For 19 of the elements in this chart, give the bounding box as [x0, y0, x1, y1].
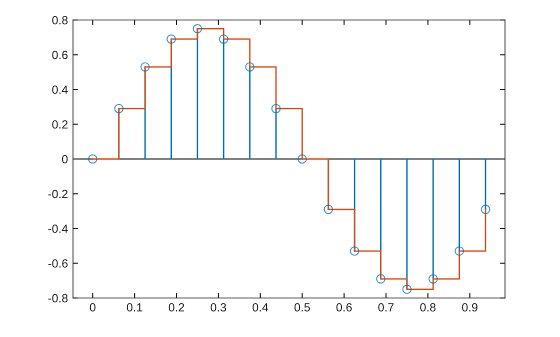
y-tick-label: 0: [62, 155, 68, 164]
y-tick-label: -0.2: [48, 190, 68, 198]
y-tick-label: 0.8: [52, 16, 68, 24]
y-tick-label: 0.2: [52, 120, 68, 129]
x-tick-label: 0.6: [336, 303, 352, 312]
x-tick-label: 0: [90, 303, 96, 312]
x-tick-label: 0.7: [378, 303, 394, 312]
x-tick-label: 0.4: [252, 303, 268, 312]
y-tick-label: -0.6: [48, 259, 68, 268]
y-tick-label: 0.4: [52, 86, 68, 94]
y-tick-label: 0.6: [52, 50, 68, 60]
x-tick-label: 0.1: [126, 303, 142, 312]
x-tick-label: 0.2: [168, 303, 184, 312]
y-tick-label: -0.4: [48, 224, 68, 233]
x-tick-label: 0.9: [462, 303, 478, 312]
y-tick-label: -0.8: [48, 294, 68, 302]
x-tick-label: 0.3: [210, 303, 226, 312]
x-tick-label: 0.5: [294, 303, 310, 312]
x-tick-label: 0.8: [420, 303, 436, 312]
